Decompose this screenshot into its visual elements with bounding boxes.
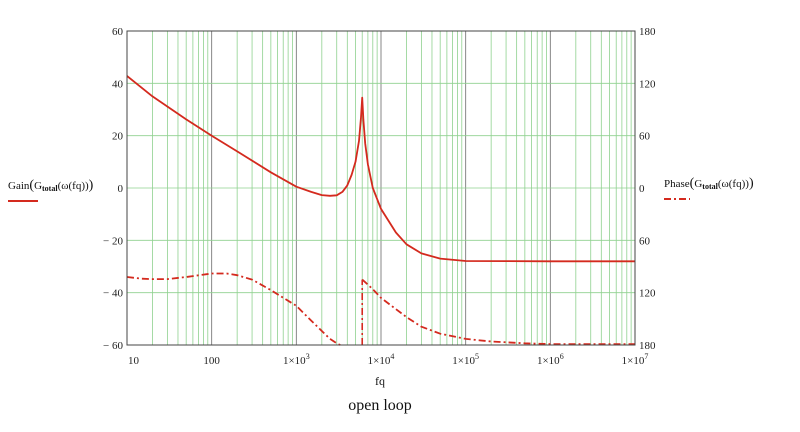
- gain-curve: [126, 75, 635, 263]
- phase-curve-segment: [361, 278, 635, 346]
- y-left-tick-label: 20: [112, 131, 124, 143]
- y-right-tick-label: 180: [639, 340, 656, 352]
- x-tick-label: 100: [203, 355, 220, 367]
- phase-curve-segment: [126, 272, 341, 346]
- y-right-tick-label: 60: [639, 131, 651, 143]
- chart-caption: open loop: [348, 397, 412, 414]
- y-right-tick-label: 120: [639, 288, 656, 300]
- legend-lines: [8, 198, 690, 202]
- tick-labels: 60 40 20 0 − 20 − 40 − 60 180 120 60 0 60 120 180 10 10…: [103, 26, 656, 367]
- y-right-tick-label: 180: [639, 26, 656, 38]
- y-left-tick-label: 60: [112, 26, 124, 38]
- plot-frame: [126, 30, 636, 346]
- y-left-tick-label: − 40: [103, 288, 123, 300]
- y-right-tick-label: 60: [639, 235, 651, 247]
- x-tick-label: 10: [128, 355, 140, 367]
- y-right-tick-label: 0: [639, 183, 645, 195]
- x-tick-label: 1×104: [368, 352, 395, 367]
- y-left-tick-label: − 20: [103, 235, 123, 247]
- x-tick-label: 1×106: [537, 352, 564, 367]
- y-left-tick-label: − 60: [103, 340, 123, 352]
- x-axis-label: fq: [375, 374, 385, 388]
- series-layer: [126, 75, 635, 346]
- gain-series-label: Gain(Gtotal(ω(fq))): [8, 178, 94, 193]
- phase-series-label: Phase(Gtotal(ω(fq))): [664, 176, 754, 191]
- x-tick-label: 1×107: [622, 352, 649, 367]
- y-left-tick-label: 40: [112, 78, 124, 90]
- y-right-tick-label: 120: [639, 78, 656, 90]
- x-tick-label: 1×103: [283, 352, 310, 367]
- y-left-tick-label: 0: [118, 183, 124, 195]
- x-tick-label: 1×105: [452, 352, 479, 367]
